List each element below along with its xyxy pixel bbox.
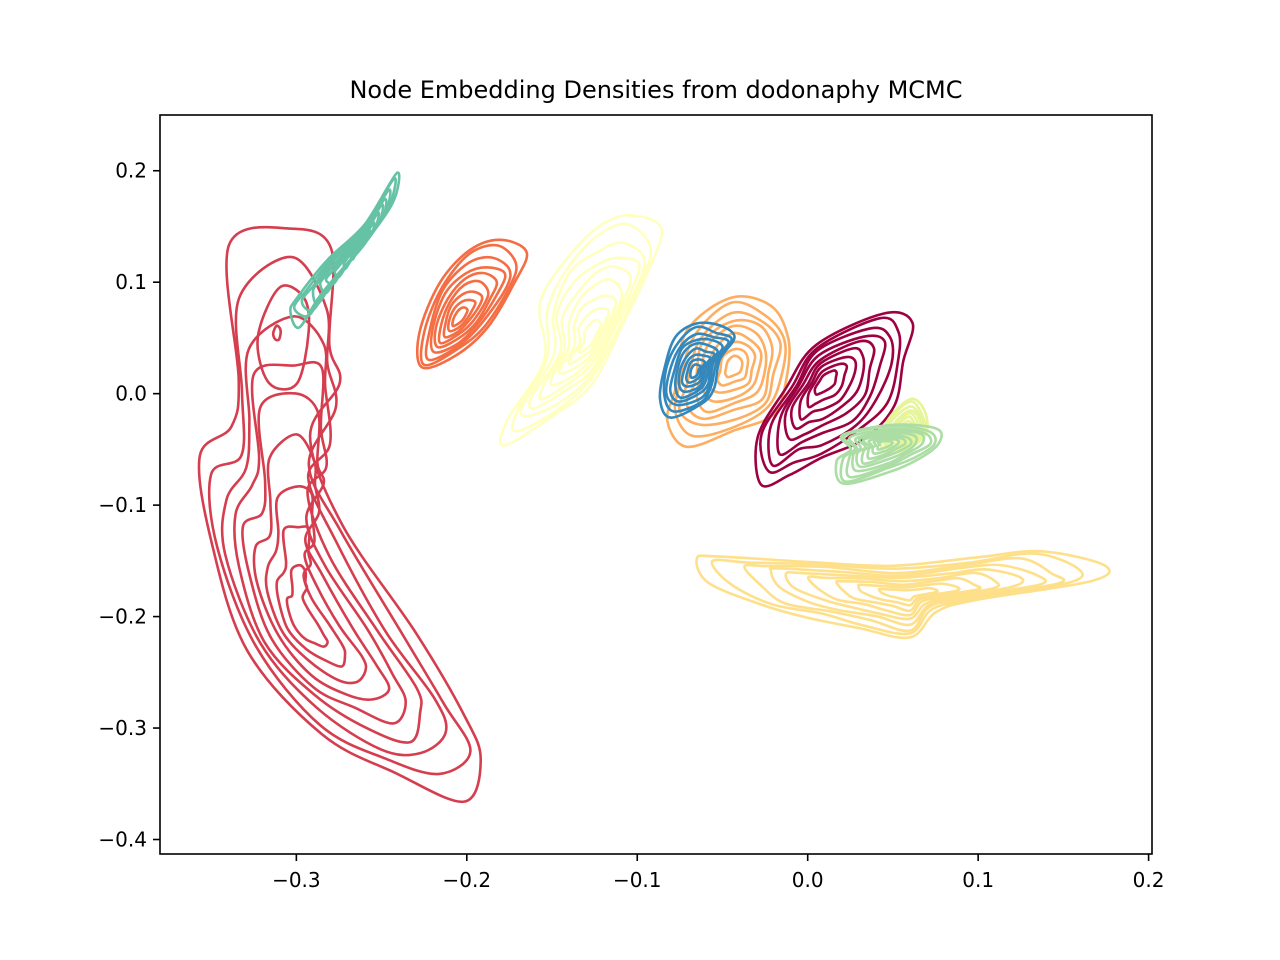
contour-line bbox=[813, 369, 839, 397]
density-group bbox=[834, 423, 943, 486]
density-group bbox=[695, 549, 1111, 640]
contour-line bbox=[673, 341, 719, 400]
contour-line bbox=[784, 568, 1025, 621]
contour-line bbox=[557, 294, 618, 375]
contour-line bbox=[877, 586, 939, 602]
contour-line bbox=[271, 324, 283, 342]
y-tick-label: 0.2 bbox=[115, 159, 147, 183]
contour-line bbox=[264, 485, 368, 685]
x-tick-label: −0.2 bbox=[443, 868, 492, 892]
contour-line bbox=[834, 423, 943, 486]
contour-line bbox=[871, 437, 901, 455]
contour-line bbox=[710, 552, 1084, 636]
contour-line bbox=[220, 315, 448, 757]
contour-line bbox=[768, 563, 1048, 627]
contour-line bbox=[664, 332, 730, 407]
y-tick-label: 0.0 bbox=[115, 382, 147, 406]
contour-line bbox=[275, 525, 347, 668]
density-group bbox=[498, 213, 664, 447]
contour-line bbox=[866, 435, 907, 460]
contour-layer bbox=[197, 171, 1111, 803]
contour-line bbox=[549, 277, 624, 387]
contour-line bbox=[680, 353, 712, 388]
contour-line bbox=[527, 256, 641, 410]
contour-line bbox=[754, 310, 915, 488]
contour-line bbox=[860, 433, 913, 465]
contour-line bbox=[759, 316, 902, 474]
x-tick-label: −0.1 bbox=[613, 868, 662, 892]
contour-line bbox=[437, 279, 490, 345]
density-group bbox=[754, 310, 915, 488]
contour-line bbox=[424, 255, 512, 362]
contour-line bbox=[684, 358, 707, 384]
y-tick-label: −0.3 bbox=[98, 716, 147, 740]
contour-line bbox=[658, 321, 736, 419]
chart-title: Node Embedding Densities from dodonaphy … bbox=[349, 76, 962, 104]
contour-line bbox=[241, 391, 408, 725]
contour-line bbox=[767, 326, 895, 468]
contour-line bbox=[677, 347, 716, 394]
y-tick-label: −0.4 bbox=[98, 828, 147, 852]
density-group bbox=[416, 238, 529, 370]
x-tick-label: −0.3 bbox=[272, 868, 321, 892]
contour-line bbox=[577, 318, 603, 355]
density-group bbox=[658, 321, 736, 419]
contour-line bbox=[743, 556, 1066, 633]
x-tick-label: 0.1 bbox=[962, 868, 994, 892]
contour-line bbox=[685, 318, 774, 421]
contour-line bbox=[776, 334, 887, 457]
plot-frame bbox=[159, 114, 1153, 855]
contour-line bbox=[783, 339, 876, 442]
x-tick-label: 0.0 bbox=[792, 868, 824, 892]
contour-line bbox=[689, 363, 703, 380]
contour-line bbox=[845, 427, 933, 479]
contour-line bbox=[207, 255, 472, 776]
contour-line bbox=[806, 571, 1001, 617]
contour-line bbox=[197, 225, 482, 803]
contour-line bbox=[442, 290, 484, 339]
contour-line bbox=[789, 346, 866, 431]
x-axis: −0.3 −0.2 −0.1 0.0 0.1 0.2 bbox=[272, 854, 1164, 892]
contour-line bbox=[723, 354, 744, 379]
contour-line bbox=[855, 431, 919, 469]
contour-line bbox=[876, 439, 894, 451]
contour-line bbox=[451, 306, 469, 328]
contour-line bbox=[851, 429, 926, 473]
contour-line bbox=[252, 433, 391, 702]
contour-line bbox=[429, 266, 507, 354]
contour-line bbox=[668, 337, 724, 403]
contour-line bbox=[416, 238, 529, 370]
contour-line bbox=[715, 347, 750, 387]
contour-line bbox=[233, 360, 423, 744]
y-tick-label: 0.1 bbox=[115, 270, 147, 294]
y-axis: 0.2 0.1 0.0 −0.1 −0.2 −0.3 −0.4 bbox=[98, 159, 160, 852]
contour-line bbox=[662, 325, 733, 413]
contour-line bbox=[519, 241, 646, 418]
contour-line bbox=[835, 576, 982, 613]
contour-line bbox=[839, 424, 937, 483]
contour-line bbox=[433, 271, 499, 349]
x-tick-label: 0.2 bbox=[1133, 868, 1165, 892]
contour-line bbox=[885, 405, 926, 450]
y-tick-label: −0.2 bbox=[98, 605, 147, 629]
density-group bbox=[197, 225, 482, 803]
contour-line bbox=[857, 582, 961, 607]
density-group bbox=[289, 171, 401, 330]
contour-line bbox=[567, 307, 611, 366]
contour-line bbox=[673, 300, 787, 438]
contour-line bbox=[285, 563, 329, 648]
contour-line bbox=[538, 265, 633, 401]
contour-line bbox=[498, 213, 664, 447]
contour-line bbox=[806, 362, 849, 409]
contour-line bbox=[349, 236, 368, 261]
contour-line bbox=[798, 355, 858, 421]
contour-line bbox=[510, 222, 653, 433]
y-tick-label: −0.1 bbox=[98, 493, 147, 517]
contour-line bbox=[446, 298, 477, 333]
contour-line bbox=[419, 243, 518, 367]
contour-line bbox=[695, 549, 1111, 640]
